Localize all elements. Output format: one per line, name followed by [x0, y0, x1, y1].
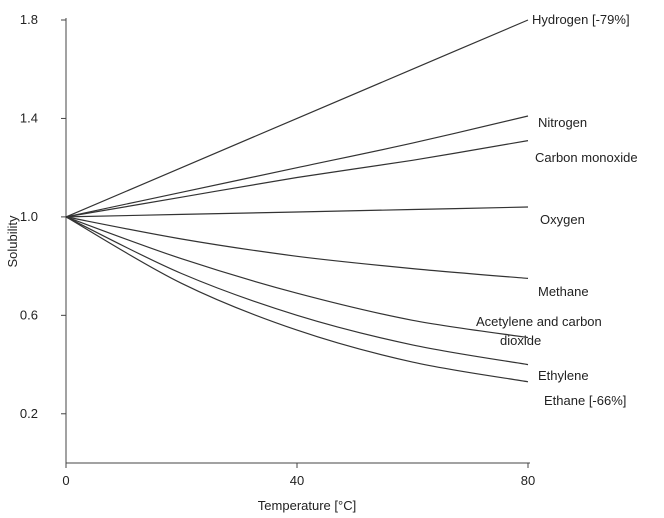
series-line-4	[65, 216, 529, 279]
axes	[65, 18, 530, 464]
x-ticks: 0 40 80	[62, 463, 535, 488]
y-tick-label: 1.0	[20, 209, 38, 224]
series-label-6: Ethylene	[538, 368, 589, 383]
series-line-3	[65, 206, 529, 218]
series-line-0	[65, 19, 529, 218]
series-label-2: Carbon monoxide	[535, 150, 638, 165]
series-line-7	[65, 216, 529, 383]
series-label-5: Acetylene and carbon dioxide	[476, 314, 602, 348]
x-tick-label: 40	[290, 473, 304, 488]
series-label-0: Hydrogen [-79%]	[532, 12, 630, 27]
series-label-line: dioxide	[500, 333, 541, 348]
y-tick-label: 1.4	[20, 110, 38, 125]
series-label-line: Acetylene and carbon	[476, 314, 602, 329]
series-line-6	[65, 216, 529, 366]
y-tick-label: 1.8	[20, 12, 38, 27]
y-ticks: 0.2 0.6 1.0 1.4 1.8	[20, 12, 66, 421]
series-label-1: Nitrogen	[538, 115, 587, 130]
series-label-4: Methane	[538, 284, 589, 299]
series-line-1	[65, 115, 529, 218]
series-labels: Hydrogen [-79%] Nitrogen Carbon monoxide Ox…	[476, 12, 638, 408]
x-axis-title: Temperature [°C]	[258, 498, 356, 513]
x-tick-label: 0	[62, 473, 69, 488]
y-tick-label: 0.2	[20, 406, 38, 421]
y-axis-title: Solubility	[5, 215, 20, 268]
y-tick-label: 0.6	[20, 307, 38, 322]
series-label-7: Ethane [-66%]	[544, 393, 626, 408]
series-label-3: Oxygen	[540, 212, 585, 227]
series-line-2	[65, 140, 529, 218]
series-line-5	[65, 216, 529, 339]
series-group	[65, 19, 529, 383]
x-tick-label: 80	[521, 473, 535, 488]
